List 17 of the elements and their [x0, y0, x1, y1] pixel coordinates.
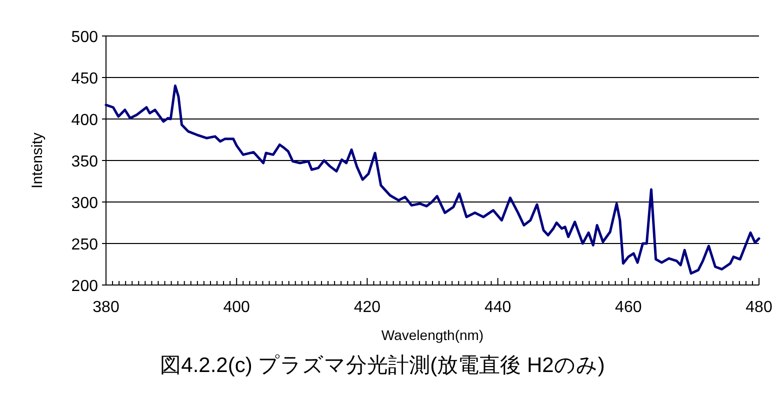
y-tick-label: 200 — [71, 278, 98, 295]
y-tick-label: 450 — [71, 70, 98, 88]
text: 図4.2.2(c) プラズマ分光計測(放電直後 H2のみ) — [160, 354, 605, 377]
y-tick-label: 300 — [71, 195, 98, 212]
x-tick-label: 460 — [615, 299, 642, 316]
y-tick-label: 500 — [71, 29, 98, 46]
x-tick-label: 380 — [92, 299, 120, 316]
line-series — [104, 84, 760, 275]
x-tick-label: 440 — [484, 299, 512, 316]
x-tick-label: 400 — [223, 299, 250, 316]
x-tick-label: 480 — [746, 299, 772, 316]
y-tick-label: 350 — [71, 154, 98, 170]
y-axis-title: Intensity — [29, 132, 46, 188]
y-tick-label: 250 — [71, 236, 98, 254]
x-tick-label: 420 — [354, 299, 381, 316]
x-axis-title: Wavelength(nm) — [381, 327, 484, 343]
y-tick-label: 400 — [71, 112, 98, 129]
